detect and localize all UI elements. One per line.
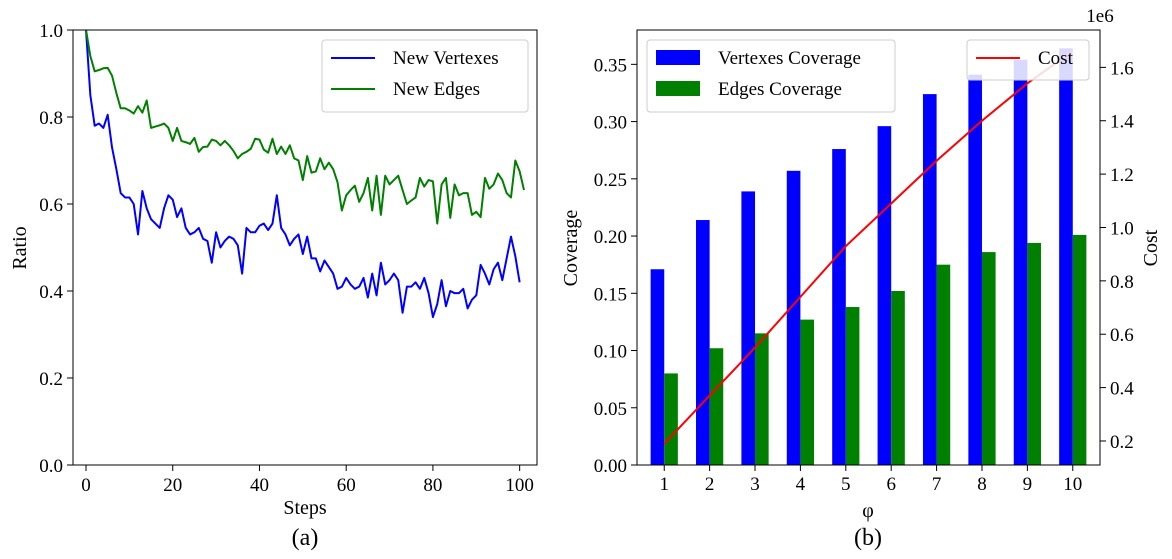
- x-tick-label: 20: [163, 475, 182, 496]
- x-tick-label: 60: [337, 475, 356, 496]
- y-axis-label: Coverage: [560, 210, 582, 287]
- plot-frame: [636, 29, 1101, 466]
- y-axis-label: Ratio: [9, 226, 31, 269]
- panel-label: (a): [292, 525, 319, 551]
- bar: [755, 333, 769, 465]
- x-tick-label: 2: [705, 474, 715, 495]
- y2-tick-label: 0.4: [1110, 379, 1134, 400]
- legend: Vertexes Coverage Edges Coverage: [646, 39, 896, 113]
- x-tick-label: 10: [1063, 474, 1082, 495]
- y2-tick-label: 0.6: [1110, 325, 1134, 346]
- y-tick-label: 1.0: [39, 21, 63, 42]
- x-tick-label: 100: [505, 475, 534, 496]
- bar: [786, 170, 801, 466]
- y-tick-label: 0.35: [594, 55, 627, 76]
- x-tick-label: 0: [81, 475, 91, 496]
- bar: [981, 252, 996, 465]
- bar: [845, 307, 860, 465]
- bar: [664, 373, 678, 465]
- x-tick-label: 4: [796, 474, 806, 495]
- legend-entry: Edges Coverage: [718, 79, 842, 100]
- bar: [741, 191, 756, 465]
- y-tick-label: 0.10: [594, 342, 627, 363]
- y2-tick-label: 0.2: [1110, 432, 1134, 453]
- bar: [1059, 48, 1073, 465]
- cost-line: [663, 50, 1074, 445]
- x-tick-label: 3: [750, 474, 760, 495]
- bar: [832, 149, 846, 466]
- y2-axis-label: Cost: [1140, 229, 1162, 266]
- series-line: [85, 29, 525, 225]
- y-tick-label: 0.15: [594, 284, 627, 305]
- x-tick-label: 6: [886, 474, 896, 495]
- legend-entry: Cost: [1038, 48, 1074, 69]
- legend-swatch: [656, 81, 700, 96]
- y-tick-label: 0.0: [39, 456, 63, 477]
- y2-offset-label: 1e6: [1086, 6, 1113, 27]
- x-tick-label: 40: [250, 475, 269, 496]
- bar: [877, 126, 892, 465]
- x-axis-label: Steps: [283, 497, 327, 519]
- bar: [1072, 234, 1087, 465]
- y2-tick-label: 1.0: [1110, 218, 1134, 239]
- legend-box: [966, 39, 1090, 81]
- y-tick-label: 0.20: [594, 227, 627, 248]
- legend-entry: New Vertexes: [393, 48, 499, 69]
- y-tick-label: 0.4: [39, 282, 63, 303]
- bar: [709, 348, 724, 465]
- x-tick-label: 5: [841, 474, 851, 495]
- bar: [1013, 59, 1028, 465]
- x-tick-label: 1: [659, 474, 669, 495]
- y2-tick-label: 1.2: [1110, 165, 1134, 186]
- bar: [696, 220, 710, 465]
- y-tick-label: 0.6: [39, 195, 63, 216]
- x-tick-label: 8: [977, 474, 987, 495]
- y2-tick-label: 1.4: [1110, 112, 1134, 133]
- legend-entry: New Edges: [393, 79, 480, 100]
- y-tick-label: 0.30: [594, 113, 627, 134]
- legend-secondary: Cost: [966, 39, 1090, 81]
- y2-tick-label: 0.8: [1110, 272, 1134, 293]
- line-chart-panel-a: 0 20 40 60 80 100 0.0 0.2 0.4 0.6 0.8 1.0 Steps Ra…: [9, 21, 538, 551]
- legend-box: [646, 39, 896, 113]
- y-tick-label: 0.05: [594, 399, 627, 420]
- x-tick-label: 7: [932, 474, 942, 495]
- legend: New Vertexes New Edges: [321, 39, 529, 113]
- y-tick-label: 0.8: [39, 108, 63, 129]
- panel-label: (b): [854, 525, 882, 551]
- bar-chart-panel-b: 1 2 3 4 5 6 7 8 9 10 0.00 0.05 0.10 0.15 0.20 0.25 0.30…: [560, 6, 1162, 551]
- legend-entry: Vertexes Coverage: [718, 48, 861, 69]
- y-tick-label: 0.00: [594, 456, 627, 477]
- x-tick-label: 9: [1023, 474, 1033, 495]
- bar: [1027, 242, 1041, 465]
- bar: [922, 94, 937, 466]
- bar: [968, 74, 982, 465]
- series-line: [85, 29, 521, 319]
- bar: [800, 319, 815, 465]
- y-tick-label: 0.2: [39, 369, 63, 390]
- y2-tick-label: 1.6: [1110, 58, 1134, 79]
- x-axis-label: φ: [862, 500, 874, 522]
- x-tick-label: 80: [423, 475, 442, 496]
- plot-frame: [72, 29, 538, 466]
- bar: [650, 269, 665, 465]
- y-tick-label: 0.25: [594, 170, 627, 191]
- legend-swatch: [656, 50, 700, 65]
- bar: [936, 264, 951, 465]
- bar: [891, 291, 905, 465]
